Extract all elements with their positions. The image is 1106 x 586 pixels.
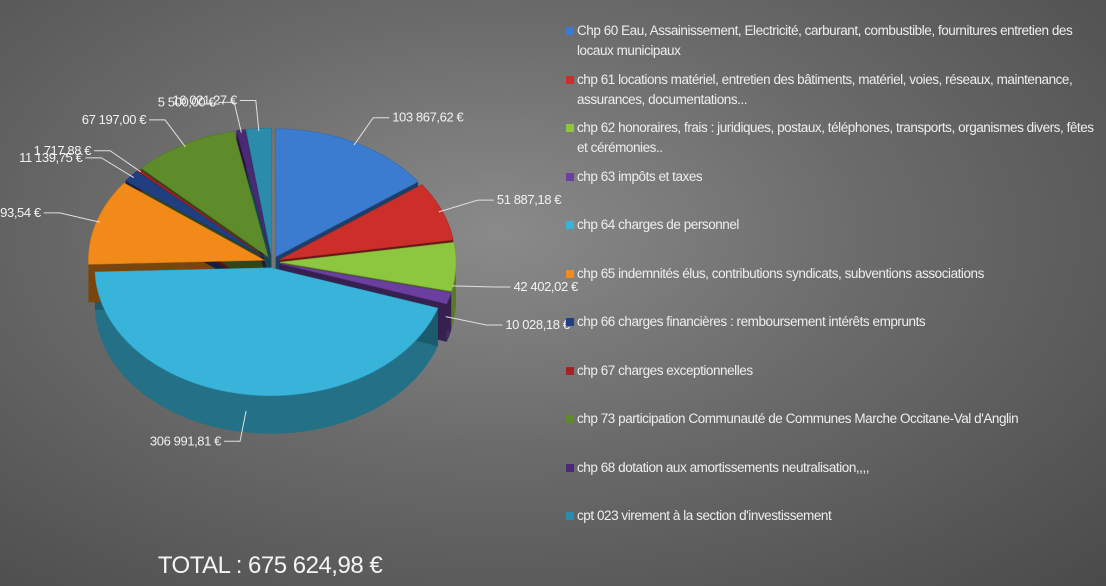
value-label: 11 139,75 € <box>19 150 83 165</box>
legend-item: chp 61 locations matériel, entretien des… <box>566 70 1102 119</box>
leader-line <box>218 101 242 133</box>
leader-line <box>452 285 511 288</box>
legend-item: chp 62 honoraires, frais : juridiques, p… <box>566 118 1102 167</box>
legend-swatch <box>566 172 574 181</box>
legend-label: chp 61 locations matériel, entretien des… <box>577 71 1073 107</box>
legend-label: chp 73 participation Communauté de Commu… <box>577 411 1019 426</box>
leader-line <box>239 99 260 132</box>
legend-item: chp 66 charges financières : rembourseme… <box>566 312 1102 361</box>
legend-swatch <box>566 27 574 35</box>
legend-swatch <box>566 512 574 520</box>
legend-label: Chp 60 Eau, Assainissement, Electricité,… <box>577 23 1073 58</box>
leader-line <box>149 119 186 148</box>
legend-swatch <box>566 221 574 229</box>
value-label: 74 893,54 € <box>0 205 42 220</box>
slice-side <box>451 262 456 330</box>
legend-label: chp 68 dotation aux amortissements neutr… <box>577 459 870 475</box>
leader-line <box>85 157 135 179</box>
legend-swatch <box>566 269 574 278</box>
legend-label: chp 65 indemnités élus, contributions sy… <box>577 265 984 281</box>
legend-item: chp 73 participation Communauté de Commu… <box>566 409 1102 458</box>
legend-swatch <box>566 318 574 326</box>
leader-line <box>445 316 503 326</box>
legend-item: cpt 023 virement à la section d'investis… <box>566 506 1102 555</box>
leader-line <box>438 199 494 213</box>
legend-item: chp 67 charges exceptionnelles <box>566 361 1102 410</box>
legend-item: chp 64 charges de personnel <box>566 215 1102 264</box>
leader-line <box>43 212 101 223</box>
leader-line <box>224 410 247 442</box>
legend-label: chp 66 charges financières : rembourseme… <box>577 314 926 329</box>
legend-label: chp 64 charges de personnel <box>577 217 739 232</box>
value-label: 103 867,62 € <box>392 110 464 125</box>
legend-label: chp 62 honoraires, frais : juridiques, p… <box>577 120 1094 155</box>
legend-swatch <box>566 366 574 375</box>
total-annotation: TOTAL : 675 624,98 € <box>157 552 383 579</box>
value-label: 1 717,88 € <box>34 143 93 158</box>
legend-item: chp 65 indemnités élus, contributions sy… <box>566 264 1102 313</box>
leader-line <box>94 150 142 173</box>
legend-swatch <box>566 124 574 132</box>
legend: Chp 60 Eau, Assainissement, Electricité,… <box>566 21 1102 555</box>
leader-line <box>353 117 390 146</box>
legend-item: Chp 60 Eau, Assainissement, Electricité,… <box>566 21 1102 70</box>
pie-tops <box>88 127 457 397</box>
slice <box>279 263 452 305</box>
value-label: 10 028,18 € <box>505 317 570 332</box>
slice <box>94 267 439 397</box>
value-label: 306 991,81 € <box>150 433 222 448</box>
legend-label: chp 67 charges exceptionnelles <box>577 362 753 378</box>
legend-label: cpt 023 virement à la section d'investis… <box>577 508 832 523</box>
legend-item: chp 68 dotation aux amortissements neutr… <box>566 458 1102 507</box>
legend-swatch <box>566 463 574 472</box>
value-label: 51 887,18 € <box>497 192 562 207</box>
value-label: 42 402,02 € <box>514 279 579 294</box>
value-label: 16 021,27 € <box>173 92 238 107</box>
value-label: 5 500,00 € <box>158 94 217 109</box>
legend-swatch <box>566 415 574 423</box>
legend-swatch <box>566 75 574 84</box>
value-label: 67 197,00 € <box>82 112 147 127</box>
legend-label: chp 63 impôts et taxes <box>577 168 703 184</box>
slice-side <box>94 271 438 434</box>
legend-item: chp 63 impôts et taxes <box>566 167 1102 216</box>
